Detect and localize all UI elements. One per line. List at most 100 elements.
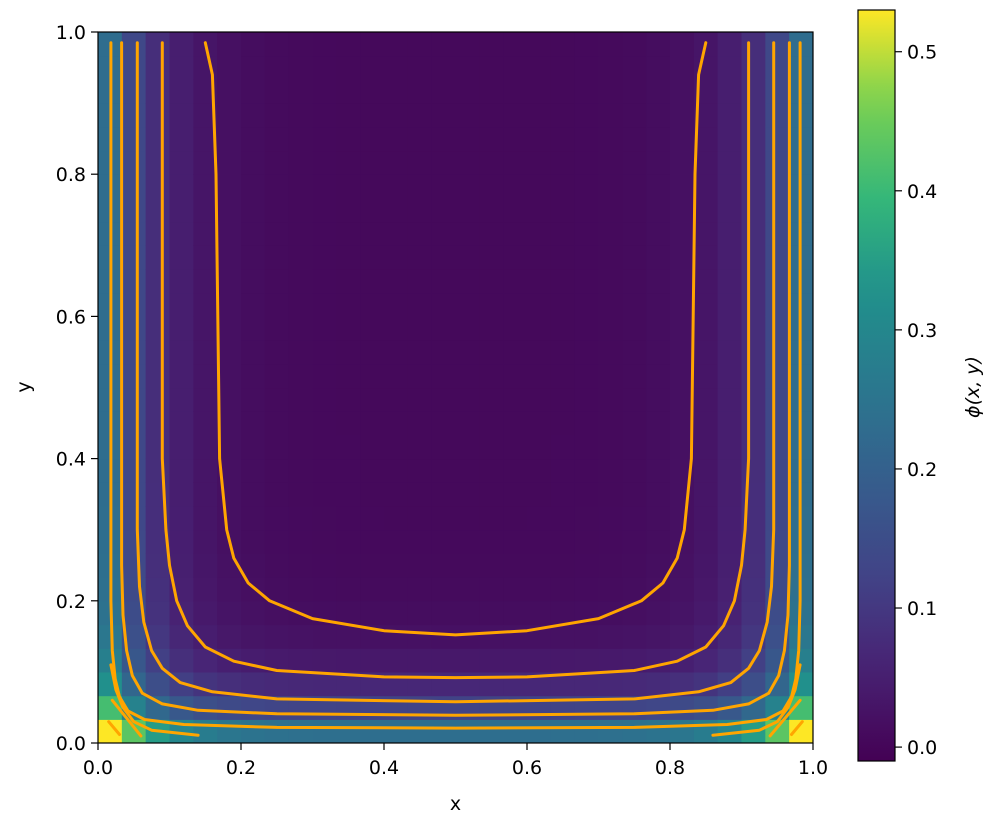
heatmap-cell	[741, 292, 766, 317]
heatmap-cell	[527, 292, 552, 317]
heatmap-cell	[431, 577, 457, 602]
y-axis: 0.0 0.2 0.4 0.6 0.8 1.0	[56, 22, 98, 755]
heatmap-cell	[145, 221, 171, 246]
heatmap-cell	[121, 269, 147, 294]
heatmap-cell	[241, 174, 266, 199]
y-tick-label: 0.2	[56, 591, 86, 613]
heatmap-cell	[693, 411, 719, 436]
heatmap-cell	[288, 719, 314, 743]
colorbar-axis: 0.0 0.1 0.2 0.3 0.4 0.5	[895, 42, 937, 759]
heatmap-cell	[217, 577, 242, 602]
heatmap-cell	[741, 434, 766, 460]
heatmap-cell	[574, 506, 600, 531]
heatmap-cell	[217, 695, 242, 720]
heatmap-cell	[360, 79, 385, 104]
heatmap-cell	[670, 79, 695, 104]
heatmap-cell	[360, 387, 385, 412]
heatmap-cell	[264, 292, 290, 317]
heatmap-cell	[622, 269, 647, 294]
heatmap-cell	[765, 292, 790, 317]
heatmap-cell	[574, 269, 600, 294]
heatmap-cell	[503, 340, 528, 365]
y-tick-label: 0.8	[56, 164, 86, 186]
heatmap-cell	[574, 55, 600, 80]
heatmap-cell	[741, 32, 766, 57]
x-tick-label: 0.2	[226, 757, 256, 779]
heatmap-cell	[479, 292, 504, 317]
heatmap-cell	[479, 506, 504, 531]
y-tick-label: 0.6	[56, 306, 86, 328]
heatmap-cell	[145, 245, 171, 270]
contour-line	[120, 41, 791, 717]
heatmap-cell	[288, 79, 314, 104]
heatmap-cell	[431, 529, 457, 554]
heatmap-cell	[384, 648, 409, 673]
contour-line	[110, 698, 143, 738]
heatmap-cell	[169, 434, 194, 460]
heatmap-cell	[145, 79, 171, 104]
heatmap-cell	[384, 292, 409, 317]
heatmap-cell	[241, 624, 266, 649]
heatmap-cell	[646, 55, 671, 80]
heatmap-cell	[241, 269, 266, 294]
heatmap-cell	[241, 529, 266, 554]
heatmap-cell	[336, 719, 361, 743]
heatmap-cell	[741, 553, 766, 578]
heatmap-cell	[574, 553, 600, 578]
heatmap-cell	[550, 150, 576, 175]
heatmap-cell	[431, 553, 457, 578]
contour-line	[203, 41, 708, 637]
heatmap-cell	[598, 79, 623, 104]
contour-line	[135, 41, 776, 704]
heatmap-cell	[169, 126, 194, 152]
heatmap-cell	[169, 32, 194, 57]
heatmap-cell	[455, 387, 480, 412]
heatmap-cell	[217, 387, 242, 412]
heatmap-cell	[622, 245, 647, 270]
heatmap-cell	[384, 529, 409, 554]
heatmap-cell	[622, 340, 647, 365]
heatmap-cell	[407, 506, 433, 531]
heatmap-cell	[169, 197, 194, 223]
heatmap-cell	[765, 221, 790, 246]
heatmap-cell	[598, 316, 623, 341]
heatmap-cell	[550, 411, 576, 436]
heatmap-cell	[121, 103, 147, 128]
heatmap-cell	[693, 245, 719, 270]
heatmap-cell	[121, 32, 147, 57]
heatmap-cell	[574, 103, 600, 128]
heatmap-cell	[741, 600, 766, 626]
heatmap-cell	[169, 245, 194, 270]
heatmap-cell	[503, 600, 528, 626]
heatmap-cell	[503, 316, 528, 341]
heatmap-cell	[217, 434, 242, 460]
heatmap-cell	[193, 411, 218, 436]
heatmap-cell	[384, 32, 409, 57]
heatmap-cell	[336, 55, 361, 80]
heatmap-cell	[622, 387, 647, 412]
heatmap-cell	[384, 174, 409, 199]
heatmap-cell	[693, 197, 719, 223]
heatmap-cell	[717, 316, 743, 341]
heatmap-cell	[360, 648, 385, 673]
heatmap-cell	[646, 150, 671, 175]
heatmap-cell	[264, 79, 290, 104]
heatmap-cell	[312, 648, 337, 673]
heatmap-cell	[670, 269, 695, 294]
heatmap-cell	[455, 648, 480, 673]
heatmap-cell	[646, 506, 671, 531]
heatmap-cell	[169, 174, 194, 199]
heatmap-cell	[789, 648, 813, 673]
heatmap-cell	[479, 150, 504, 175]
heatmap-cell	[360, 126, 385, 152]
heatmap-cell	[241, 79, 266, 104]
heatmap-cell	[646, 529, 671, 554]
heatmap-cell	[765, 174, 790, 199]
heatmap-cell	[407, 458, 433, 483]
heatmap-cell	[717, 292, 743, 317]
heatmap-cell	[550, 79, 576, 104]
heatmap-cell	[646, 695, 671, 720]
heatmap-cell	[384, 340, 409, 365]
heatmap-cell	[145, 197, 171, 223]
heatmap-cell	[646, 126, 671, 152]
